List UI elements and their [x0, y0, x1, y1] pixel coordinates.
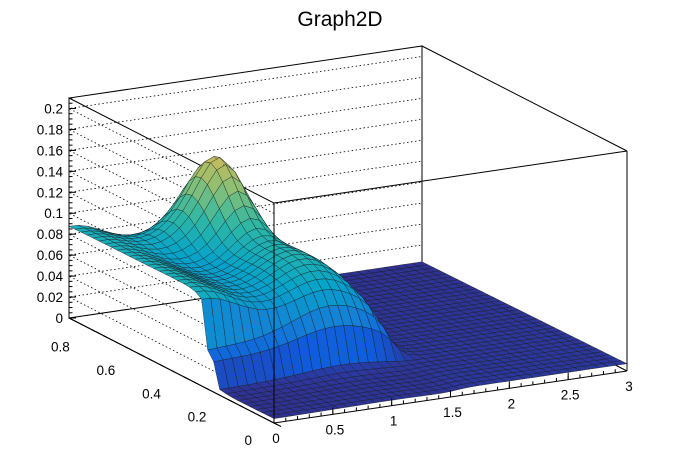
y-minor-tick [194, 381, 199, 385]
y-tick-label: 0.2 [188, 410, 207, 425]
x-tick-label: 3 [625, 379, 633, 394]
box-edge [421, 45, 628, 152]
z-tick-label: 0.02 [37, 290, 63, 305]
z-tick-label: 0.18 [37, 122, 63, 137]
y-minor-tick [250, 410, 255, 414]
z-tick-label: 0.16 [37, 143, 63, 158]
z-tick-label: 0 [55, 311, 63, 326]
z-grid-line [67, 223, 423, 382]
z-tick-label: 0.06 [37, 248, 63, 263]
y-minor-tick [273, 422, 278, 426]
y-minor-tick [125, 346, 130, 350]
y-minor-tick [137, 352, 142, 356]
y-minor-tick [171, 370, 176, 373]
y-minor-tick [148, 358, 153, 362]
y-tick-label: 0.8 [51, 340, 70, 355]
chart-title: Graph2D [297, 8, 382, 31]
y-minor-tick [80, 323, 85, 327]
y-minor-tick [239, 405, 244, 408]
y-minor-tick [114, 340, 119, 344]
y-minor-tick [102, 335, 107, 338]
y-minor-tick [68, 317, 73, 321]
y-tick-label: 0.6 [97, 363, 116, 378]
surface-cell [610, 360, 628, 366]
z-tick-label: 0.2 [44, 101, 63, 116]
z-tick-label: 0.12 [37, 185, 63, 200]
y-minor-tick [228, 399, 233, 402]
x-tick-label: 0.5 [325, 422, 344, 437]
x-tick-label: 2.5 [561, 388, 580, 403]
z-tick-label: 0.08 [37, 227, 63, 242]
y-tick-label: 0.4 [142, 386, 161, 401]
y-minor-tick [262, 416, 267, 420]
y-axis: 0 0.2 0.4 0.6 0.8 [51, 317, 282, 448]
box-edge [273, 150, 628, 204]
surface-mesh [68, 156, 628, 419]
z-tick-label: 0.1 [44, 206, 63, 221]
y-minor-tick [159, 364, 164, 367]
z-axis: 0 0.02 0.04 0.06 0.08 0.1 0.12 0.14 0.16 0.18 0.2 [37, 97, 76, 326]
x-tick-label: 1.5 [443, 405, 462, 420]
y-tick-label: 0 [244, 433, 252, 448]
y-minor-tick [216, 393, 221, 397]
x-tick-label: 1 [390, 414, 398, 429]
x-tick-label: 0 [272, 431, 280, 446]
x-tick-label: 2 [508, 396, 516, 411]
y-minor-tick [205, 387, 210, 391]
y-minor-tick [91, 329, 96, 332]
z-tick-label: 0.04 [37, 269, 64, 284]
x-axis: 0 0.5 1 1.5 2 2.5 3 [272, 364, 633, 446]
y-minor-tick [182, 375, 187, 379]
z-tick-label: 0.14 [37, 164, 64, 179]
